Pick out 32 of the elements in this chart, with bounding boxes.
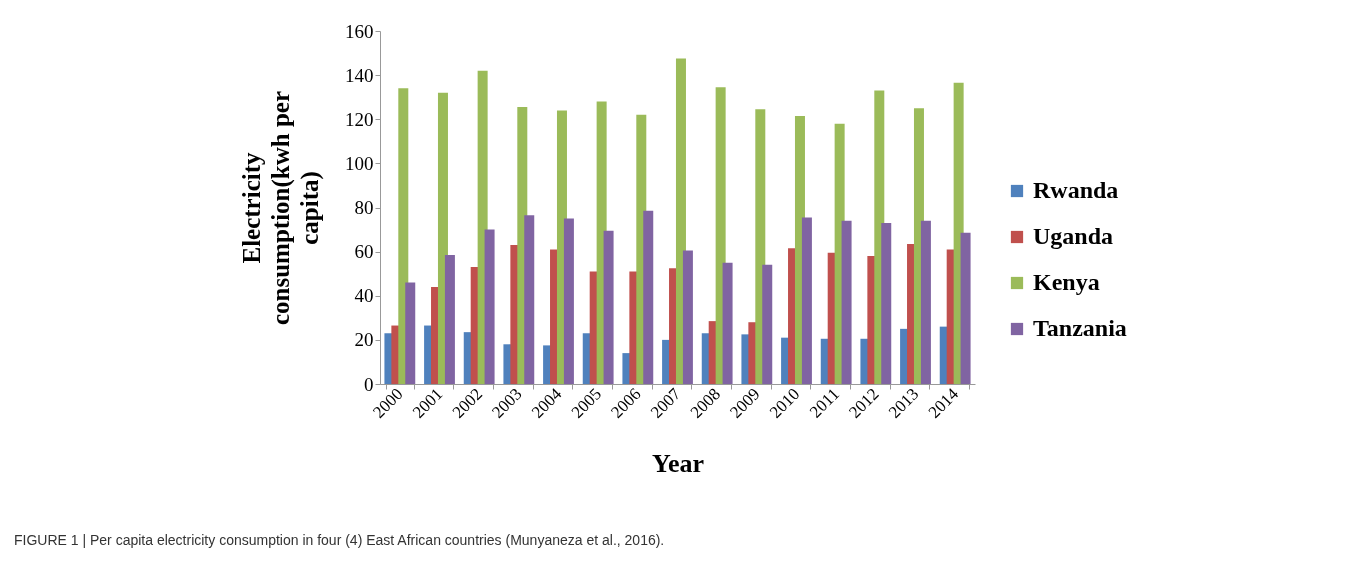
y-tick-label: 40 xyxy=(354,285,374,307)
bar xyxy=(682,250,693,384)
x-tick-label: 2011 xyxy=(806,384,844,422)
x-axis-title: Year xyxy=(652,449,704,479)
bar xyxy=(524,215,535,384)
bar xyxy=(722,262,733,384)
legend-label: Rwanda xyxy=(1033,177,1119,203)
y-tick-label: 120 xyxy=(345,108,374,130)
bar xyxy=(841,220,852,384)
legend-label: Uganda xyxy=(1033,223,1114,249)
legend-label: Tanzania xyxy=(1033,315,1127,341)
y-tick-label: 0 xyxy=(364,373,374,395)
y-tick-label: 100 xyxy=(345,152,374,174)
legend-label: Kenya xyxy=(1033,269,1100,295)
y-tick-label: 140 xyxy=(345,64,374,86)
bar xyxy=(881,222,892,384)
y-tick-label: 60 xyxy=(354,241,374,263)
y-tick-label: 160 xyxy=(345,20,374,42)
bar xyxy=(444,254,455,384)
bar xyxy=(920,220,931,384)
bar xyxy=(643,210,654,384)
bar xyxy=(405,282,416,384)
bar xyxy=(801,217,812,384)
bar xyxy=(603,230,614,384)
caption: FIGURE 1 | Per capita electricity consumption in four (4) East African countries (Munyaneza et al., 2016). xyxy=(14,532,665,548)
y-tick-label: 20 xyxy=(354,329,374,351)
y-axis-title: Electricity consumption(kwh per capita) xyxy=(238,90,324,326)
bar xyxy=(484,229,495,384)
bar xyxy=(762,264,773,384)
bar xyxy=(960,232,971,384)
bar xyxy=(563,218,574,384)
y-tick-label: 80 xyxy=(354,197,374,218)
